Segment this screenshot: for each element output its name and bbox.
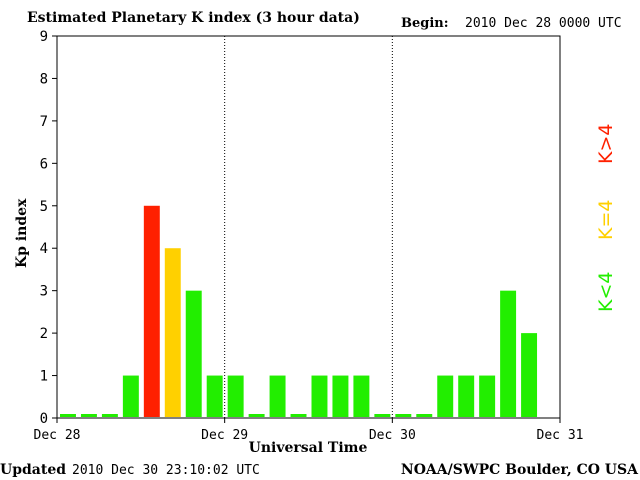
bar <box>479 375 496 417</box>
bar <box>101 414 118 417</box>
bar <box>500 290 517 417</box>
legend-equal: K=4 <box>595 200 617 240</box>
bar <box>227 375 244 417</box>
bar-group <box>60 205 538 417</box>
bar <box>164 248 181 417</box>
bar <box>458 375 475 417</box>
bar <box>416 414 433 417</box>
bar <box>353 375 370 417</box>
y-tick-label: 8 <box>40 71 48 87</box>
bar <box>374 414 391 417</box>
bar <box>206 375 223 417</box>
bar <box>437 375 454 417</box>
x-axis: Dec 28 Dec 29 Dec 30 Dec 31 <box>34 418 584 443</box>
y-tick-label: 6 <box>40 156 48 172</box>
y-tick-label: 0 <box>40 411 48 427</box>
y-tick-label: 7 <box>40 114 48 130</box>
bar <box>122 375 139 417</box>
updated-value: 2010 Dec 30 23:10:02 UTC <box>72 463 260 478</box>
chart-title: Estimated Planetary K index (3 hour data… <box>27 10 360 26</box>
y-axis-label: Kp index <box>14 198 30 268</box>
bar <box>143 205 160 417</box>
y-tick-label: 2 <box>40 326 48 342</box>
bar <box>185 290 202 417</box>
source-credit: NOAA/SWPC Boulder, CO USA <box>401 462 639 478</box>
y-tick-label: 9 <box>40 29 48 45</box>
bar <box>269 375 286 417</box>
x-tick-label: Dec 31 <box>537 428 584 443</box>
bar <box>521 333 538 417</box>
bar <box>311 375 328 417</box>
bar <box>60 414 76 417</box>
legend-high: K>4 <box>595 124 617 164</box>
y-tick-label: 1 <box>40 369 48 385</box>
begin-value: 2010 Dec 28 0000 UTC <box>465 16 622 31</box>
bar <box>80 414 97 417</box>
x-tick-label: Dec 29 <box>201 428 248 443</box>
bar <box>248 414 265 417</box>
bar <box>290 414 307 417</box>
y-axis: 0 1 2 3 4 5 6 7 8 9 <box>40 29 57 427</box>
plot-frame <box>56 35 561 419</box>
y-tick-label: 5 <box>40 199 48 215</box>
bar <box>395 414 412 417</box>
y-tick-label: 4 <box>40 241 48 257</box>
x-tick-label: Dec 30 <box>369 428 416 443</box>
legend-low: K<4 <box>595 272 617 312</box>
plot-area <box>56 35 561 419</box>
x-tick-label: Dec 28 <box>34 428 81 443</box>
x-axis-label: Universal Time <box>249 440 368 456</box>
begin-label: Begin: <box>401 16 449 31</box>
updated-label: Updated <box>0 462 66 478</box>
bar <box>332 375 349 417</box>
y-tick-label: 3 <box>40 284 48 300</box>
